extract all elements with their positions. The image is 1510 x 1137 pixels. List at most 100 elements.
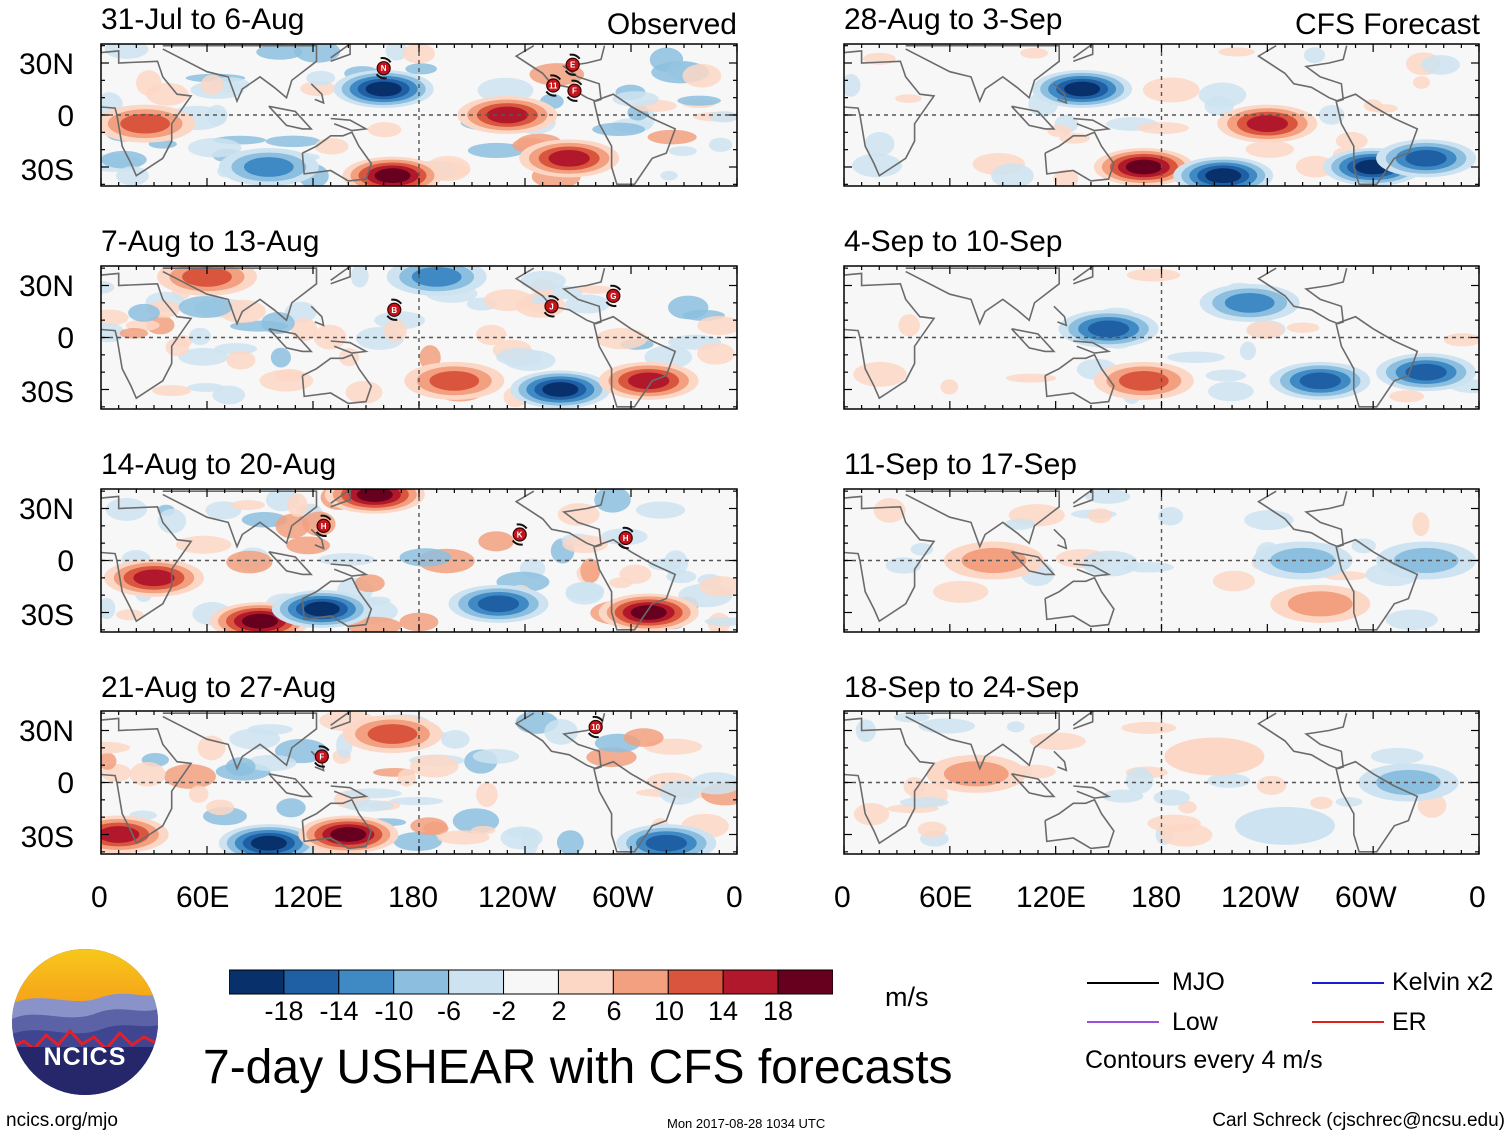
anomaly-cell bbox=[592, 122, 646, 136]
coastline bbox=[844, 272, 936, 400]
anomaly-cell bbox=[1335, 797, 1363, 807]
coastline bbox=[905, 44, 1060, 104]
coastline bbox=[593, 93, 677, 186]
storm-label: E bbox=[570, 61, 576, 70]
anomaly-cell bbox=[1244, 510, 1294, 531]
anomaly-feature bbox=[330, 827, 367, 842]
anomaly-cell bbox=[1370, 748, 1424, 765]
coastline bbox=[1011, 328, 1056, 353]
anomaly-cell bbox=[1218, 47, 1255, 57]
anomaly-cell bbox=[187, 383, 225, 392]
anomaly-cell bbox=[660, 170, 678, 181]
colorbar-label: 18 bbox=[762, 996, 794, 1026]
anomaly-feature bbox=[548, 150, 590, 167]
panel-title: 18-Sep to 24-Sep bbox=[844, 671, 1080, 704]
panel-title: 28-Aug to 3-Sep bbox=[844, 3, 1063, 36]
anomaly-cell bbox=[475, 324, 507, 346]
storm-marker: H bbox=[315, 514, 332, 537]
map-panel bbox=[843, 265, 1480, 410]
anomaly-cell bbox=[1178, 801, 1197, 814]
lat-tick-label: 30N bbox=[18, 493, 74, 526]
storm-marker: K bbox=[511, 523, 528, 546]
anomaly-cell bbox=[708, 137, 733, 152]
observed-label: Observed bbox=[606, 8, 737, 41]
anomaly-feature bbox=[1234, 806, 1335, 845]
anomaly-cell bbox=[189, 785, 209, 803]
anomaly-cell bbox=[697, 316, 737, 336]
legend-label-mjo: MJO bbox=[1172, 968, 1225, 996]
anomaly-cell bbox=[129, 761, 166, 787]
anomaly-cell bbox=[472, 748, 520, 764]
anomaly-cell bbox=[1006, 373, 1057, 383]
anomaly-cell bbox=[1006, 721, 1025, 733]
anomaly-cell bbox=[1385, 609, 1438, 630]
colorbar-label: -2 bbox=[491, 996, 517, 1026]
coastline bbox=[1044, 798, 1115, 850]
anomaly-cell bbox=[612, 91, 659, 107]
coastline bbox=[1073, 340, 1112, 354]
anomaly-cell bbox=[1245, 140, 1295, 158]
anomaly-cell bbox=[397, 768, 416, 787]
anomaly-cell bbox=[682, 63, 722, 88]
legend-lines-right bbox=[1312, 982, 1384, 1023]
anomaly-feature bbox=[1246, 115, 1289, 132]
colorbar-swatch bbox=[777, 969, 833, 995]
anomaly-cell bbox=[174, 335, 193, 348]
anomaly-cell bbox=[1389, 390, 1425, 403]
lat-tick-label: 30N bbox=[18, 715, 74, 748]
lat-tick-label: 0 bbox=[57, 767, 74, 800]
timestamp: Mon 2017-08-28 1034 UTC bbox=[667, 1116, 826, 1131]
anomaly-feature bbox=[182, 266, 232, 287]
panel-title: 21-Aug to 27-Aug bbox=[101, 671, 337, 704]
anomaly-cell bbox=[226, 350, 256, 370]
anomaly-cell bbox=[1207, 773, 1251, 788]
anomaly-cell bbox=[270, 347, 292, 368]
anomaly-cell bbox=[595, 328, 648, 350]
forecast-label: CFS Forecast bbox=[1294, 8, 1480, 41]
anomaly-cell bbox=[245, 754, 297, 772]
coastline bbox=[101, 717, 193, 845]
anomaly-cell bbox=[893, 712, 930, 723]
lat-tick-label: 30N bbox=[18, 48, 74, 81]
colorbar-swatch bbox=[229, 969, 285, 995]
anomaly-cell bbox=[1421, 55, 1460, 75]
coastline bbox=[844, 50, 936, 177]
anomaly-cell bbox=[105, 497, 148, 521]
colorbar bbox=[229, 969, 833, 995]
lon-tick-label: 120E bbox=[273, 881, 344, 914]
source-url: ncics.org/mjo bbox=[6, 1110, 118, 1131]
anomaly-cell bbox=[212, 385, 246, 405]
anomaly-cell bbox=[256, 44, 303, 60]
anomaly-cell bbox=[200, 74, 224, 95]
coastline bbox=[330, 711, 351, 730]
colorbar-swatch bbox=[338, 969, 395, 995]
anomaly-cell bbox=[389, 796, 444, 806]
anomaly-cell bbox=[1102, 789, 1144, 803]
coastline bbox=[268, 773, 314, 798]
anomaly-cell bbox=[1167, 351, 1225, 363]
anomaly-feature bbox=[429, 370, 480, 391]
anomaly-cell bbox=[623, 728, 664, 747]
colorbar-swatch bbox=[503, 969, 559, 995]
colorbar-swatch bbox=[557, 969, 614, 995]
coastline bbox=[1053, 83, 1068, 105]
anomaly-cell bbox=[405, 63, 437, 75]
lon-tick-label: 120E bbox=[1016, 881, 1087, 914]
anomaly-cell bbox=[520, 270, 566, 291]
coastline bbox=[593, 315, 677, 408]
map-panel bbox=[100, 710, 738, 855]
anomaly-cell bbox=[844, 74, 861, 97]
lat-tick-label: 30S bbox=[20, 376, 74, 409]
anomaly-cell bbox=[286, 536, 331, 555]
anomaly-feature bbox=[120, 113, 171, 134]
coastline bbox=[101, 272, 193, 400]
coastline bbox=[268, 328, 314, 353]
anomaly-cell bbox=[364, 596, 391, 606]
colorbar-swatch bbox=[612, 969, 669, 995]
lat-tick-label: 30S bbox=[20, 154, 74, 187]
anomaly-cell bbox=[146, 82, 189, 106]
anomaly-feature bbox=[133, 569, 175, 587]
anomaly-cell bbox=[562, 535, 608, 554]
anomaly-feature bbox=[1299, 372, 1341, 390]
